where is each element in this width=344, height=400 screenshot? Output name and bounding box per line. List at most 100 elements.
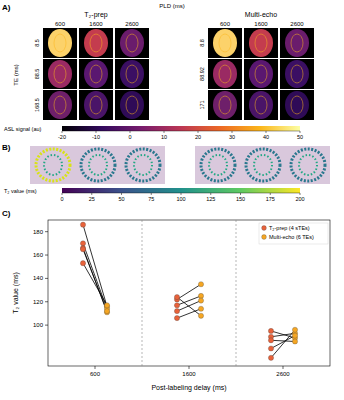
tick bbox=[300, 193, 301, 195]
image-cell bbox=[208, 59, 242, 89]
brain-detail bbox=[54, 65, 66, 83]
tick bbox=[96, 131, 97, 133]
tick-label: 600 bbox=[90, 371, 101, 377]
brain-detail bbox=[90, 65, 102, 83]
pair-line bbox=[83, 248, 107, 312]
tick-label: 8.8 bbox=[199, 39, 205, 47]
tick-label: 2600 bbox=[290, 21, 304, 27]
tick bbox=[198, 131, 199, 133]
point bbox=[268, 338, 273, 343]
tick bbox=[210, 193, 211, 195]
tick-label: 2600 bbox=[125, 21, 139, 27]
brain-detail bbox=[291, 96, 303, 114]
brain-detail bbox=[291, 34, 303, 52]
brain-detail bbox=[291, 65, 303, 83]
brain bbox=[213, 91, 237, 119]
brain bbox=[84, 60, 108, 88]
point bbox=[292, 339, 297, 344]
legend-label: T₂-prep (4 sTEs) bbox=[269, 225, 310, 231]
brain-detail bbox=[299, 155, 317, 175]
image-cell bbox=[115, 90, 149, 120]
brain bbox=[84, 29, 108, 57]
title: Multi-echo bbox=[245, 11, 277, 18]
point bbox=[198, 293, 203, 298]
brain bbox=[201, 149, 235, 181]
tick-label: 8.5 bbox=[34, 39, 40, 47]
point bbox=[80, 261, 85, 266]
panel-label: C) bbox=[2, 209, 11, 218]
image-cell bbox=[208, 28, 242, 58]
brain-detail bbox=[54, 96, 66, 114]
figure: A)B)C)PLD (ms)T₂-prep600160026008.588.51… bbox=[0, 0, 344, 400]
tick bbox=[300, 131, 301, 133]
tick-label: -20 bbox=[58, 134, 66, 140]
image-cell bbox=[79, 59, 113, 89]
legend-marker bbox=[262, 235, 267, 240]
point bbox=[104, 303, 109, 308]
pair-line bbox=[271, 330, 295, 358]
tick bbox=[164, 131, 165, 133]
plot-frame bbox=[48, 220, 330, 366]
image-cell bbox=[43, 59, 77, 89]
brain bbox=[120, 29, 144, 57]
colorbar bbox=[62, 126, 300, 131]
point bbox=[198, 313, 203, 318]
brain bbox=[48, 91, 72, 119]
tick-label: 10 bbox=[161, 134, 167, 140]
legend-label: Multi-echo (6 TEs) bbox=[269, 234, 314, 240]
brain bbox=[285, 91, 309, 119]
pair-line bbox=[271, 336, 295, 349]
point bbox=[174, 303, 179, 308]
tick-label: 88.5 bbox=[34, 69, 40, 80]
tick bbox=[270, 193, 271, 195]
point bbox=[292, 327, 297, 332]
image-cell bbox=[280, 90, 314, 120]
brain-detail bbox=[254, 155, 272, 175]
tick-label: 150 bbox=[236, 196, 245, 202]
image-cell bbox=[244, 90, 278, 120]
tick-label: 168.5 bbox=[34, 98, 40, 112]
image-cell bbox=[244, 28, 278, 58]
tick-label: 120 bbox=[33, 299, 44, 305]
tick bbox=[62, 193, 63, 195]
pair-line bbox=[83, 249, 107, 311]
tick bbox=[232, 131, 233, 133]
colorbar-axis bbox=[62, 131, 300, 132]
tick bbox=[45, 325, 48, 326]
brain-detail bbox=[134, 155, 152, 175]
panel-label: B) bbox=[2, 143, 11, 152]
tick bbox=[121, 193, 122, 195]
pair-line bbox=[271, 340, 295, 341]
brain-detail bbox=[219, 65, 231, 83]
brain bbox=[213, 60, 237, 88]
separator bbox=[236, 220, 237, 366]
brain-detail bbox=[209, 155, 227, 175]
axis-label: Post-labeling delay (ms) bbox=[151, 384, 226, 392]
brain bbox=[48, 29, 72, 57]
tick-label: 160 bbox=[33, 252, 44, 258]
axis-label: PLD (ms) bbox=[159, 3, 184, 9]
brain bbox=[81, 149, 115, 181]
tick-label: 600 bbox=[220, 21, 231, 27]
tick-label: 1600 bbox=[89, 21, 103, 27]
point bbox=[174, 316, 179, 321]
tick bbox=[62, 131, 63, 133]
tick-label: 75 bbox=[148, 196, 154, 202]
brain bbox=[213, 29, 237, 57]
brain bbox=[84, 91, 108, 119]
brain-detail bbox=[219, 96, 231, 114]
brain bbox=[249, 29, 273, 57]
point bbox=[268, 328, 273, 333]
point bbox=[198, 298, 203, 303]
point bbox=[292, 333, 297, 338]
pair-line bbox=[83, 225, 107, 307]
panel-label: A) bbox=[2, 3, 11, 12]
point bbox=[198, 306, 203, 311]
tick bbox=[240, 193, 241, 195]
image-cell bbox=[280, 59, 314, 89]
tick-label: 0 bbox=[60, 196, 63, 202]
point bbox=[198, 282, 203, 287]
image-cell bbox=[115, 28, 149, 58]
point bbox=[268, 346, 273, 351]
tick-label: 2600 bbox=[276, 371, 290, 377]
